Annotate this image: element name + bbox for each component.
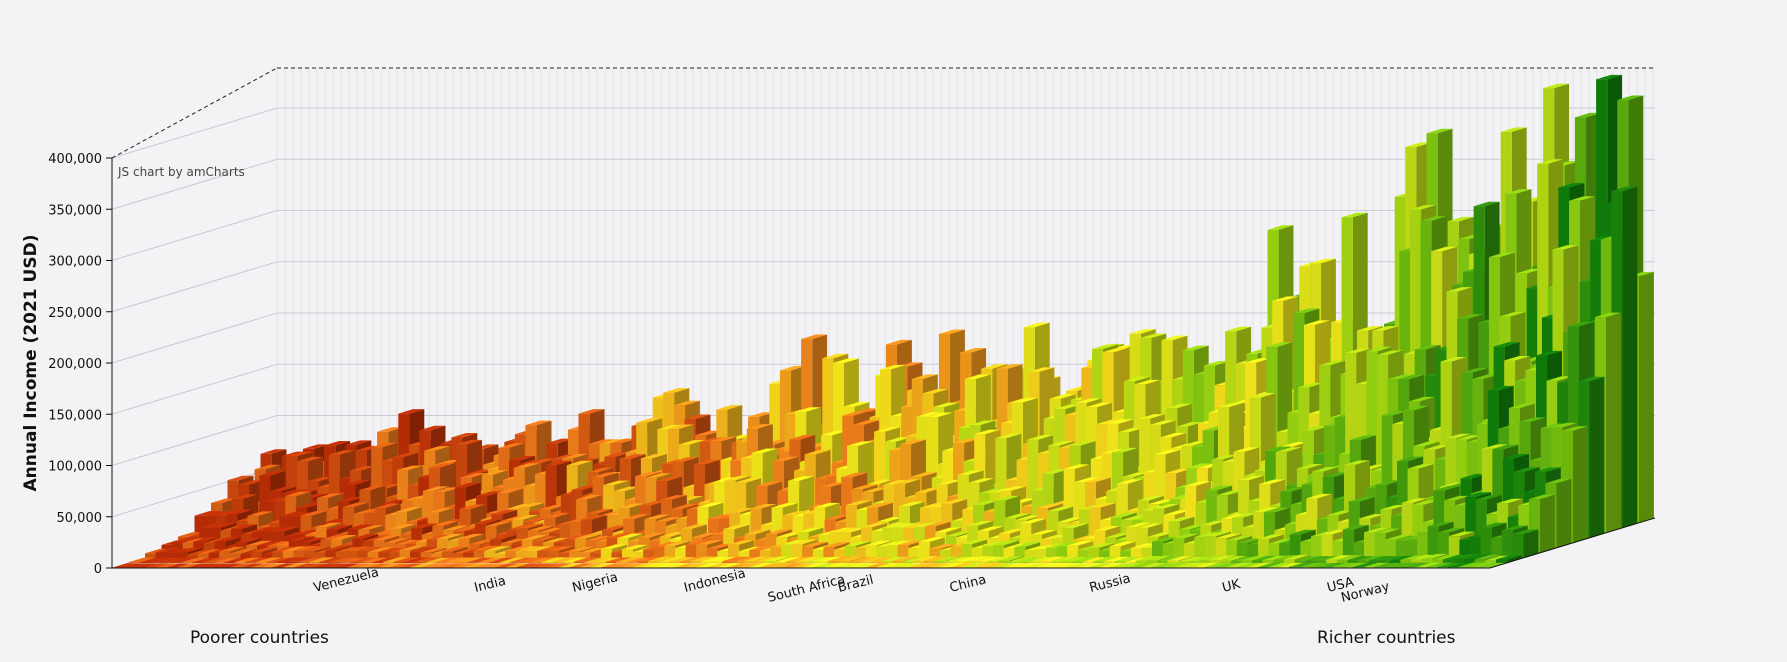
y-tick-label: 0	[94, 562, 102, 577]
x-tick-label: UK	[1221, 577, 1243, 596]
bar-norway[interactable]	[1495, 555, 1522, 563]
bar-norway[interactable]	[1512, 529, 1539, 558]
x-tick-label: India	[473, 574, 508, 596]
y-tick-label: 400,000	[48, 152, 102, 167]
chart-credit[interactable]: JS chart by amCharts	[117, 165, 245, 179]
y-tick-label: 250,000	[48, 306, 102, 321]
x-tick-label: Venezuela	[312, 565, 380, 596]
x-tick-label: Indonesia	[683, 566, 748, 596]
y-tick-label: 200,000	[48, 357, 102, 372]
y-tick-label: 50,000	[57, 511, 103, 526]
bars-layer	[112, 74, 1654, 568]
y-tick-label: 350,000	[48, 203, 102, 218]
y-axis-title: Annual Income (2021 USD)	[21, 235, 41, 492]
x-tick-label: South Africa	[766, 572, 846, 606]
footer-right-label: Richer countries	[1317, 628, 1456, 648]
x-tick-label: USA	[1326, 575, 1356, 596]
x-tick-label: China	[948, 572, 988, 596]
y-tick-label: 150,000	[48, 408, 102, 423]
y-tick-label: 300,000	[48, 255, 102, 270]
y-tick-label: 100,000	[48, 460, 102, 475]
bar-norway[interactable]	[1528, 494, 1555, 553]
x-tick-label: Nigeria	[571, 570, 620, 596]
footer-left-label: Poorer countries	[190, 628, 329, 648]
x-tick-label: Russia	[1088, 571, 1132, 596]
